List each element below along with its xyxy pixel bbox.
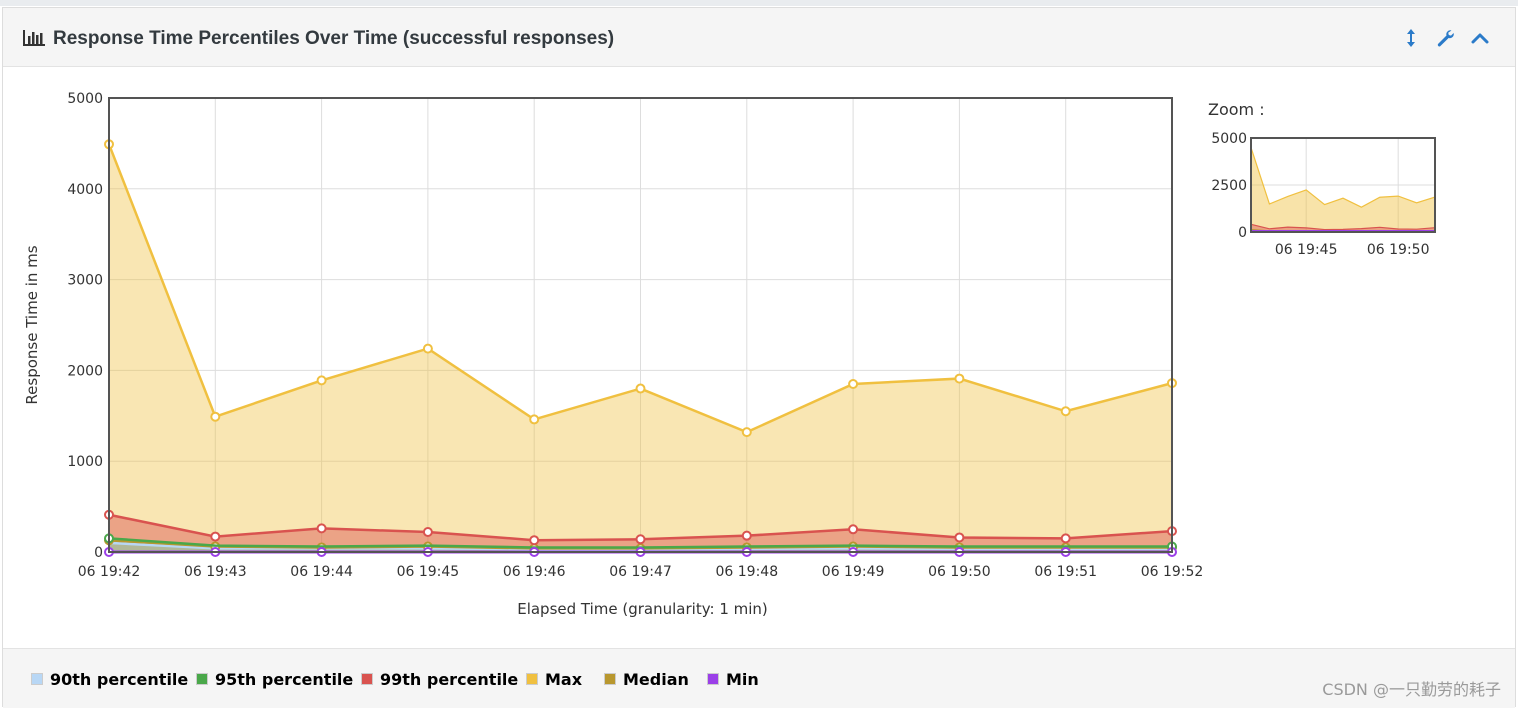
legend: 90th percentile 95th percentile 99th per… [3, 648, 1515, 708]
legend-item-max[interactable]: Max [526, 669, 582, 689]
legend-swatch [526, 673, 538, 685]
legend-label: 90th percentile [50, 669, 189, 689]
panel-title: Response Time Percentiles Over Time (suc… [53, 28, 615, 49]
point-max [210, 411, 221, 422]
point-99th-percentile [741, 530, 752, 541]
y-tick-label: 5000 [67, 91, 103, 107]
x-tick-label: 06 19:46 [503, 564, 566, 580]
legend-swatch [707, 673, 719, 685]
point-max [848, 379, 859, 390]
legend-label: Max [545, 669, 583, 689]
point-max [954, 373, 965, 384]
legend-swatch [31, 673, 43, 685]
legend-label: 95th percentile [215, 669, 354, 689]
legend-item-99th[interactable]: 99th percentile [361, 669, 518, 689]
y-tick-label: 1000 [67, 454, 103, 470]
zoom-x-tick-label: 06 19:45 [1275, 242, 1338, 258]
legend-label: Min [726, 669, 759, 689]
plot-border [108, 97, 1173, 553]
x-axis-label: Elapsed Time (granularity: 1 min) [517, 600, 768, 618]
watermark: CSDN @一只勤劳的耗子 [1322, 680, 1501, 699]
y-tick-label: 0 [94, 545, 103, 561]
zoom-area [1251, 147, 1435, 232]
vertical-resize-icon[interactable] [1399, 26, 1423, 50]
zoom-line [1250, 223, 1436, 231]
point-99th-percentile [316, 523, 327, 534]
y-tick-label: 3000 [67, 273, 103, 289]
x-tick-label: 06 19:52 [1141, 564, 1204, 580]
zoom-label: Zoom : [1208, 100, 1265, 119]
bar-chart-icon [23, 30, 45, 46]
zoom-x-tick-label: 06 19:50 [1367, 242, 1430, 258]
x-tick-label: 06 19:51 [1034, 564, 1097, 580]
chart-area: 0 1000 2000 3000 4000 5000 06 19:42 06 19:43 06 … [3, 68, 1517, 648]
y-tick-label: 2000 [67, 363, 103, 379]
area-99th-percentile [109, 514, 1172, 552]
legend-item-median[interactable]: Median [604, 669, 689, 689]
point-99th-percentile [635, 534, 646, 545]
chart-panel: Response Time Percentiles Over Time (suc… [2, 7, 1517, 708]
zoom-y-tick-label: 0 [1238, 225, 1247, 241]
legend-label: Median [623, 669, 689, 689]
area-max [109, 144, 1172, 553]
zoom-border [1250, 137, 1436, 233]
point-max [422, 343, 433, 354]
wrench-icon[interactable] [1433, 26, 1457, 50]
panel-header: Response Time Percentiles Over Time (suc… [3, 8, 1515, 67]
legend-swatch [196, 673, 208, 685]
point-99th-percentile [1060, 533, 1071, 544]
chevron-up-icon[interactable] [1468, 26, 1492, 50]
main-chart[interactable]: 0 1000 2000 3000 4000 5000 06 19:42 06 19:43 06 … [3, 68, 1517, 648]
point-max [316, 375, 327, 386]
legend-item-90th[interactable]: 90th percentile [31, 669, 188, 689]
point-99th-percentile [210, 531, 221, 542]
point-max [1060, 406, 1071, 417]
x-tick-label: 06 19:45 [397, 564, 460, 580]
x-tick-label: 06 19:47 [609, 564, 672, 580]
x-tick-label: 06 19:42 [78, 564, 141, 580]
point-99th-percentile [422, 527, 433, 538]
zoom-y-tick-label: 5000 [1211, 131, 1247, 147]
point-99th-percentile [954, 532, 965, 543]
x-tick-label: 06 19:49 [822, 564, 885, 580]
point-max [529, 414, 540, 425]
x-tick-label: 06 19:48 [715, 564, 778, 580]
legend-swatch [361, 673, 373, 685]
point-max [635, 383, 646, 394]
point-max [741, 427, 752, 438]
y-tick-label: 4000 [67, 182, 103, 198]
legend-label: 99th percentile [380, 669, 519, 689]
x-tick-label: 06 19:50 [928, 564, 991, 580]
x-tick-label: 06 19:44 [290, 564, 353, 580]
legend-item-min[interactable]: Min [707, 669, 759, 689]
legend-swatch [604, 673, 616, 685]
point-99th-percentile [529, 535, 540, 546]
x-tick-label: 06 19:43 [184, 564, 247, 580]
zoom-chart: 0 2500 5000 06 19:45 06 19:50 [1211, 131, 1436, 258]
legend-item-95th[interactable]: 95th percentile [196, 669, 353, 689]
zoom-line [1250, 147, 1436, 208]
y-axis-label: Response Time in ms [23, 245, 41, 404]
top-divider [0, 0, 1518, 6]
point-99th-percentile [848, 524, 859, 535]
zoom-y-tick-label: 2500 [1211, 178, 1247, 194]
